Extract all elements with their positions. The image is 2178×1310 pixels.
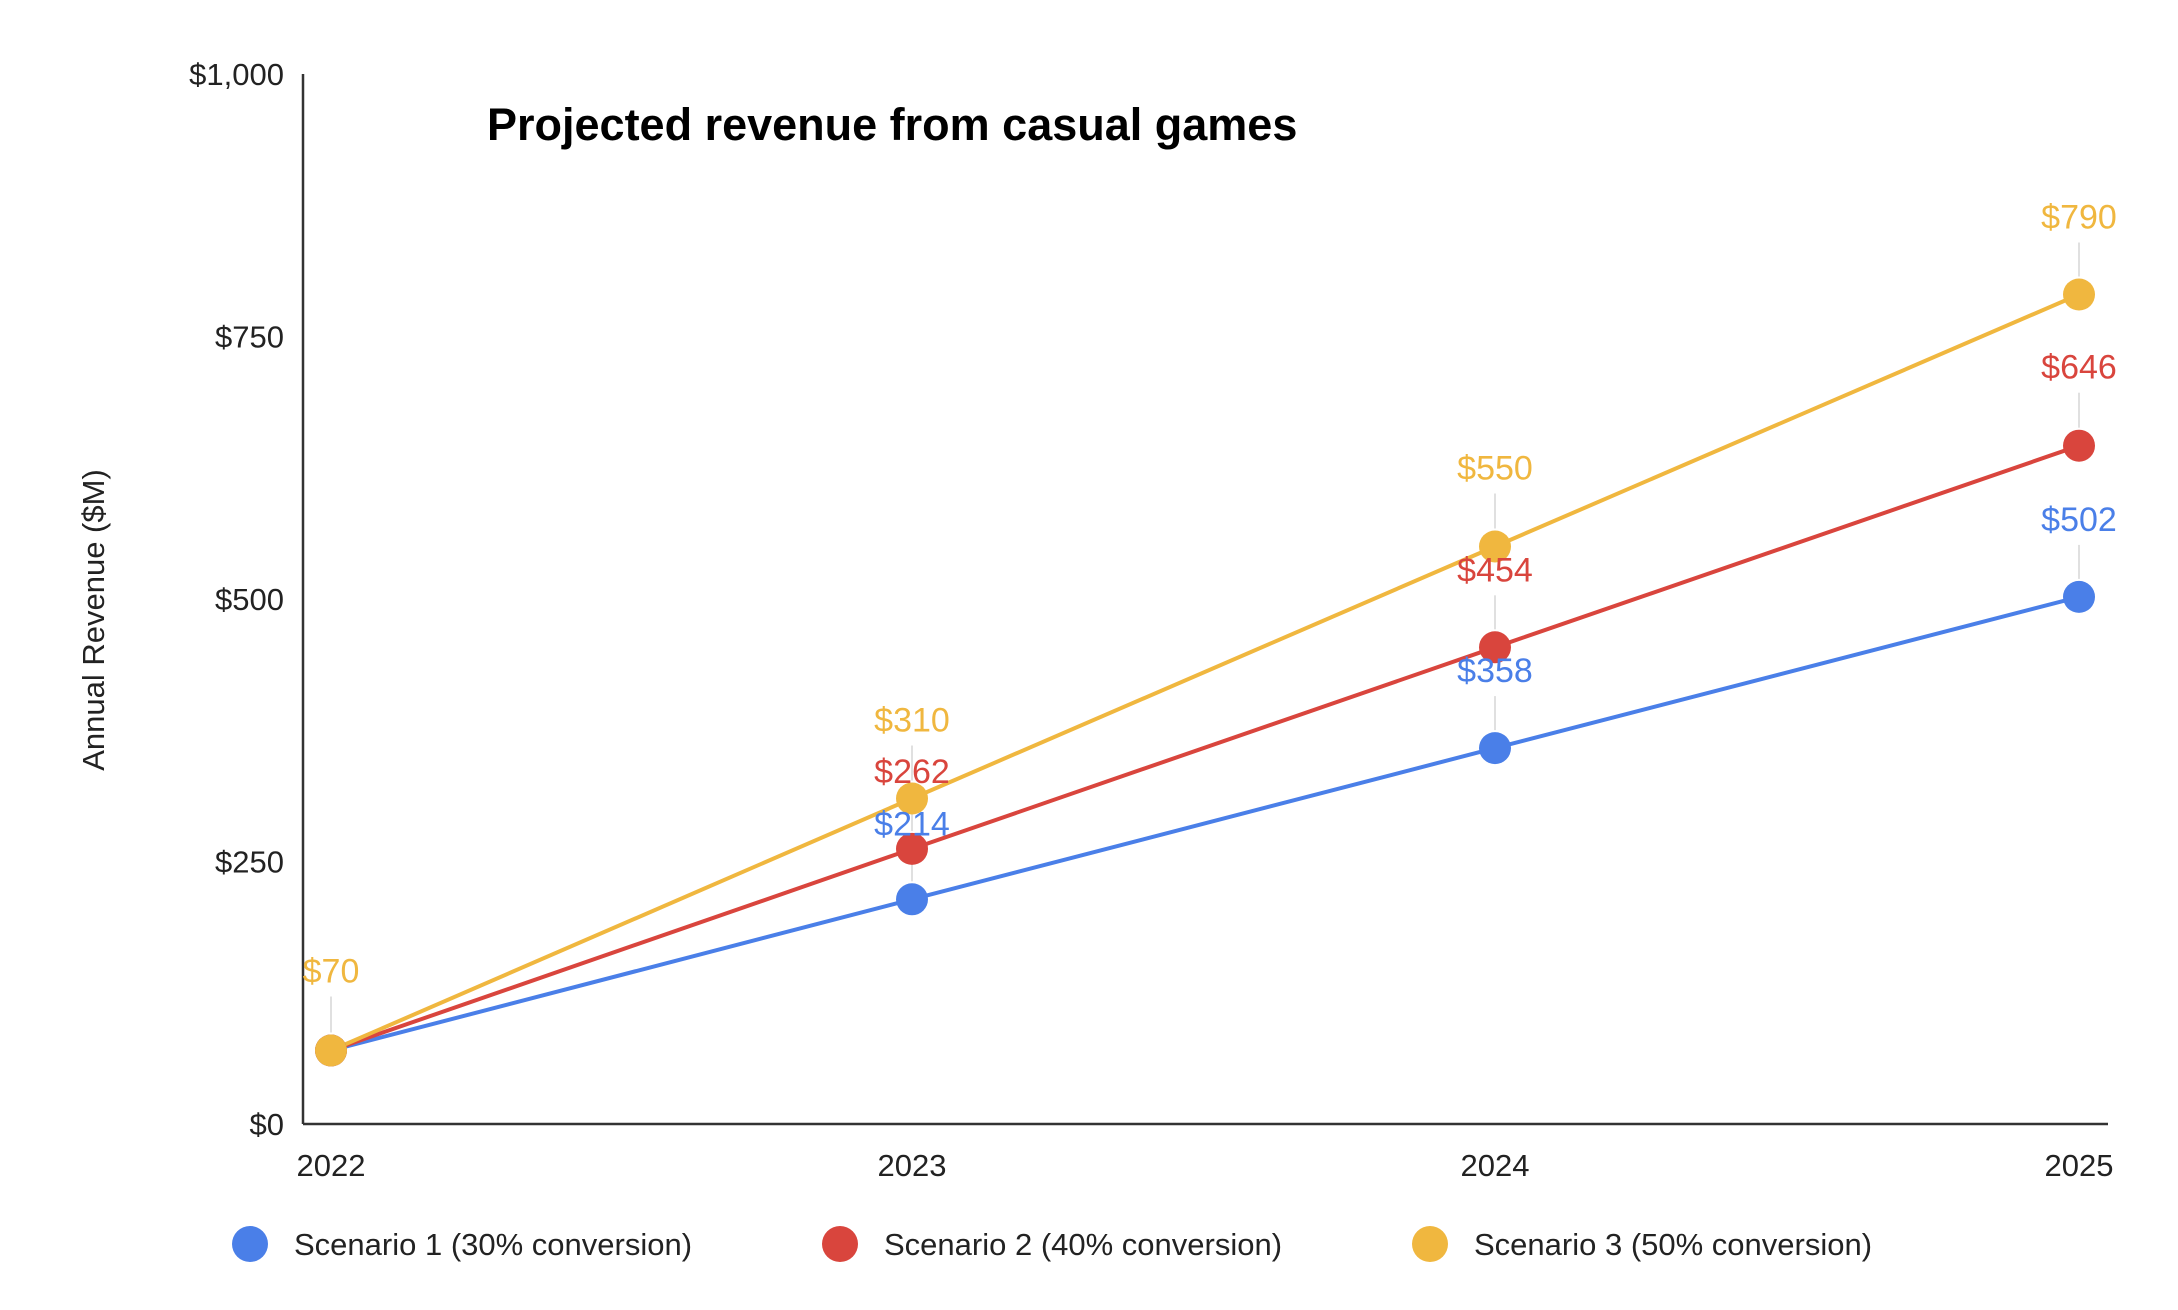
x-tick-label: 2023 bbox=[878, 1148, 947, 1183]
y-tick-label: $250 bbox=[215, 845, 284, 880]
y-axis-label: Annual Revenue ($M) bbox=[76, 469, 111, 771]
data-label: $550 bbox=[1457, 450, 1533, 488]
y-tick-label: $1,000 bbox=[189, 57, 284, 92]
data-label: $454 bbox=[1457, 551, 1533, 589]
y-tick-label: $0 bbox=[250, 1107, 284, 1142]
data-label: $502 bbox=[2041, 501, 2117, 539]
legend-marker bbox=[1412, 1226, 1448, 1262]
x-tick-label: 2024 bbox=[1461, 1148, 1530, 1183]
data-point bbox=[2063, 580, 2095, 613]
data-point bbox=[315, 1034, 347, 1067]
data-point bbox=[1479, 530, 1511, 563]
data-point bbox=[1479, 732, 1511, 765]
legend-entry: Scenario 3 (50% conversion) bbox=[1474, 1227, 1872, 1262]
data-label: $310 bbox=[874, 702, 950, 740]
data-label: $262 bbox=[874, 753, 950, 791]
data-point bbox=[1479, 631, 1511, 664]
series-line-scenario-3 bbox=[330, 292, 2080, 1053]
data-label: $790 bbox=[2041, 199, 2117, 237]
series-line-scenario-1 bbox=[330, 594, 2080, 1053]
data-label: $214 bbox=[874, 805, 950, 843]
legend-entry: Scenario 1 (30% conversion) bbox=[294, 1227, 692, 1262]
series-line-scenario-2 bbox=[330, 443, 2080, 1053]
data-label: $70 bbox=[303, 953, 360, 991]
data-label: $646 bbox=[2041, 349, 2117, 387]
y-tick-label: $500 bbox=[215, 582, 284, 617]
chart-title: Projected revenue from casual games bbox=[487, 99, 1297, 150]
data-point bbox=[896, 782, 928, 815]
data-point bbox=[2063, 429, 2095, 462]
x-tick-label: 2025 bbox=[2045, 1148, 2114, 1183]
data-label: $358 bbox=[1457, 652, 1533, 690]
legend-entry: Scenario 2 (40% conversion) bbox=[884, 1227, 1282, 1262]
data-point bbox=[2063, 278, 2095, 311]
legend-marker bbox=[232, 1226, 268, 1262]
data-point bbox=[896, 832, 928, 865]
x-tick-label: 2022 bbox=[297, 1148, 366, 1183]
legend-marker bbox=[822, 1226, 858, 1262]
data-point bbox=[896, 883, 928, 916]
y-tick-label: $750 bbox=[215, 320, 284, 355]
